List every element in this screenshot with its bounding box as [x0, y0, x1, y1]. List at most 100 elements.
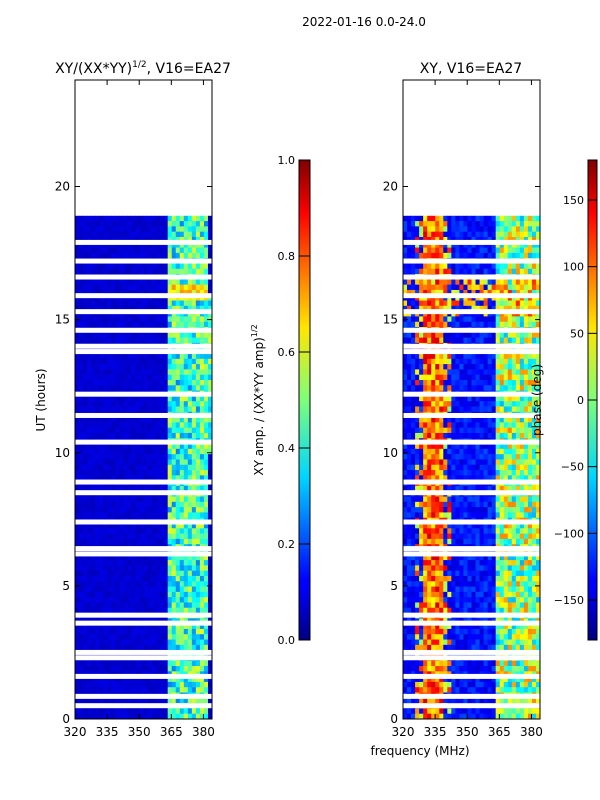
heatmap-cell: [147, 708, 152, 715]
heatmap-cell: [183, 289, 189, 296]
heatmap-cell: [507, 454, 513, 460]
heatmap-cell: [191, 475, 197, 482]
heatmap-cell: [91, 231, 96, 238]
heatmap-cell: [523, 422, 529, 429]
heatmap-cell: [139, 395, 144, 402]
heatmap-cell: [459, 321, 464, 328]
heatmap-cell: [187, 464, 193, 471]
heatmap-cell: [439, 374, 444, 381]
heatmap-cell: [199, 533, 205, 540]
heatmap-cell: [127, 406, 132, 413]
heatmap-cell: [427, 300, 432, 307]
heatmap-cell: [147, 401, 152, 407]
heatmap-cell: [75, 358, 80, 365]
heatmap-cell: [99, 337, 104, 344]
heatmap-cell: [479, 226, 484, 233]
heatmap-cell: [203, 666, 209, 672]
heatmap-cell: [83, 305, 88, 312]
heatmap-cell: [107, 300, 112, 307]
heatmap-cell: [459, 353, 464, 360]
heatmap-cell: [431, 353, 436, 360]
heatmap-cell: [415, 337, 420, 344]
heatmap-cell: [179, 427, 185, 434]
heatmap-cell: [143, 337, 148, 344]
heatmap-cell: [167, 284, 173, 291]
heatmap-cell: [471, 475, 476, 482]
data-gap-row: [75, 343, 212, 349]
heatmap-cell: [471, 374, 476, 381]
heatmap-cell: [471, 358, 476, 365]
heatmap-cell: [159, 454, 165, 460]
heatmap-cell: [151, 501, 156, 508]
heatmap-cell: [407, 379, 412, 386]
heatmap-cell: [167, 374, 173, 381]
heatmap-cell: [83, 713, 88, 719]
heatmap-cell: [91, 215, 96, 222]
heatmap-cell: [87, 263, 92, 270]
heatmap-cell: [191, 432, 197, 439]
heatmap-cell: [207, 507, 212, 513]
heatmap-cell: [175, 247, 181, 254]
heatmap-cell: [407, 300, 412, 307]
heatmap-cell: [431, 226, 436, 233]
heatmap-cell: [423, 358, 428, 365]
heatmap-cell: [131, 464, 136, 471]
heatmap-cell: [423, 284, 428, 291]
heatmap-cell: [83, 570, 88, 577]
heatmap-cell: [183, 279, 189, 286]
heatmap-cell: [115, 602, 120, 609]
heatmap-cell: [495, 454, 501, 460]
heatmap-cell: [159, 570, 165, 577]
heatmap-cell: [403, 263, 408, 270]
heatmap-cell: [527, 305, 533, 312]
heatmap-cell: [479, 337, 484, 344]
heatmap-cell: [495, 305, 501, 312]
heatmap-cell: [167, 427, 173, 434]
heatmap-cell: [123, 660, 128, 667]
heatmap-cell: [503, 215, 509, 222]
heatmap-cell: [203, 634, 209, 640]
heatmap-cell: [115, 565, 120, 572]
heatmap-cell: [467, 215, 472, 222]
heatmap-cell: [115, 528, 120, 535]
heatmap-cell: [415, 374, 420, 381]
heatmap-cell: [87, 644, 92, 651]
heatmap-cell: [511, 470, 517, 476]
heatmap-cell: [507, 358, 513, 365]
heatmap-cell: [191, 406, 197, 413]
heatmap-cell: [407, 385, 412, 391]
heatmap-cell: [139, 236, 144, 243]
heatmap-cell: [535, 443, 540, 450]
heatmap-cell: [459, 247, 464, 254]
heatmap-cell: [195, 417, 201, 423]
heatmap-cell: [135, 358, 140, 365]
heatmap-cell: [491, 316, 497, 323]
heatmap-cell: [159, 268, 165, 275]
heatmap-cell: [123, 263, 128, 270]
heatmap-cell: [435, 284, 440, 291]
heatmap-cell: [535, 305, 540, 312]
heatmap-cell: [463, 284, 468, 291]
heatmap-cell: [487, 321, 493, 328]
heatmap-cell: [171, 247, 177, 254]
heatmap-cell: [451, 364, 456, 370]
heatmap-cell: [99, 379, 104, 386]
heatmap-cell: [139, 533, 144, 540]
heatmap-cell: [111, 602, 116, 609]
heatmap-cell: [103, 507, 108, 513]
heatmap-cell: [135, 321, 140, 328]
heatmap-cell: [191, 581, 197, 587]
heatmap-cell: [115, 628, 120, 635]
heatmap-cell: [175, 231, 181, 238]
heatmap-cell: [519, 226, 525, 233]
heatmap-cell: [115, 305, 120, 312]
heatmap-cell: [403, 475, 408, 482]
heatmap-cell: [79, 475, 84, 482]
heatmap-cell: [459, 406, 464, 413]
heatmap-cell: [75, 464, 80, 471]
heatmap-cell: [143, 316, 148, 323]
heatmap-cell: [179, 554, 185, 561]
heatmap-cell: [115, 242, 120, 248]
heatmap-cell: [203, 401, 209, 407]
